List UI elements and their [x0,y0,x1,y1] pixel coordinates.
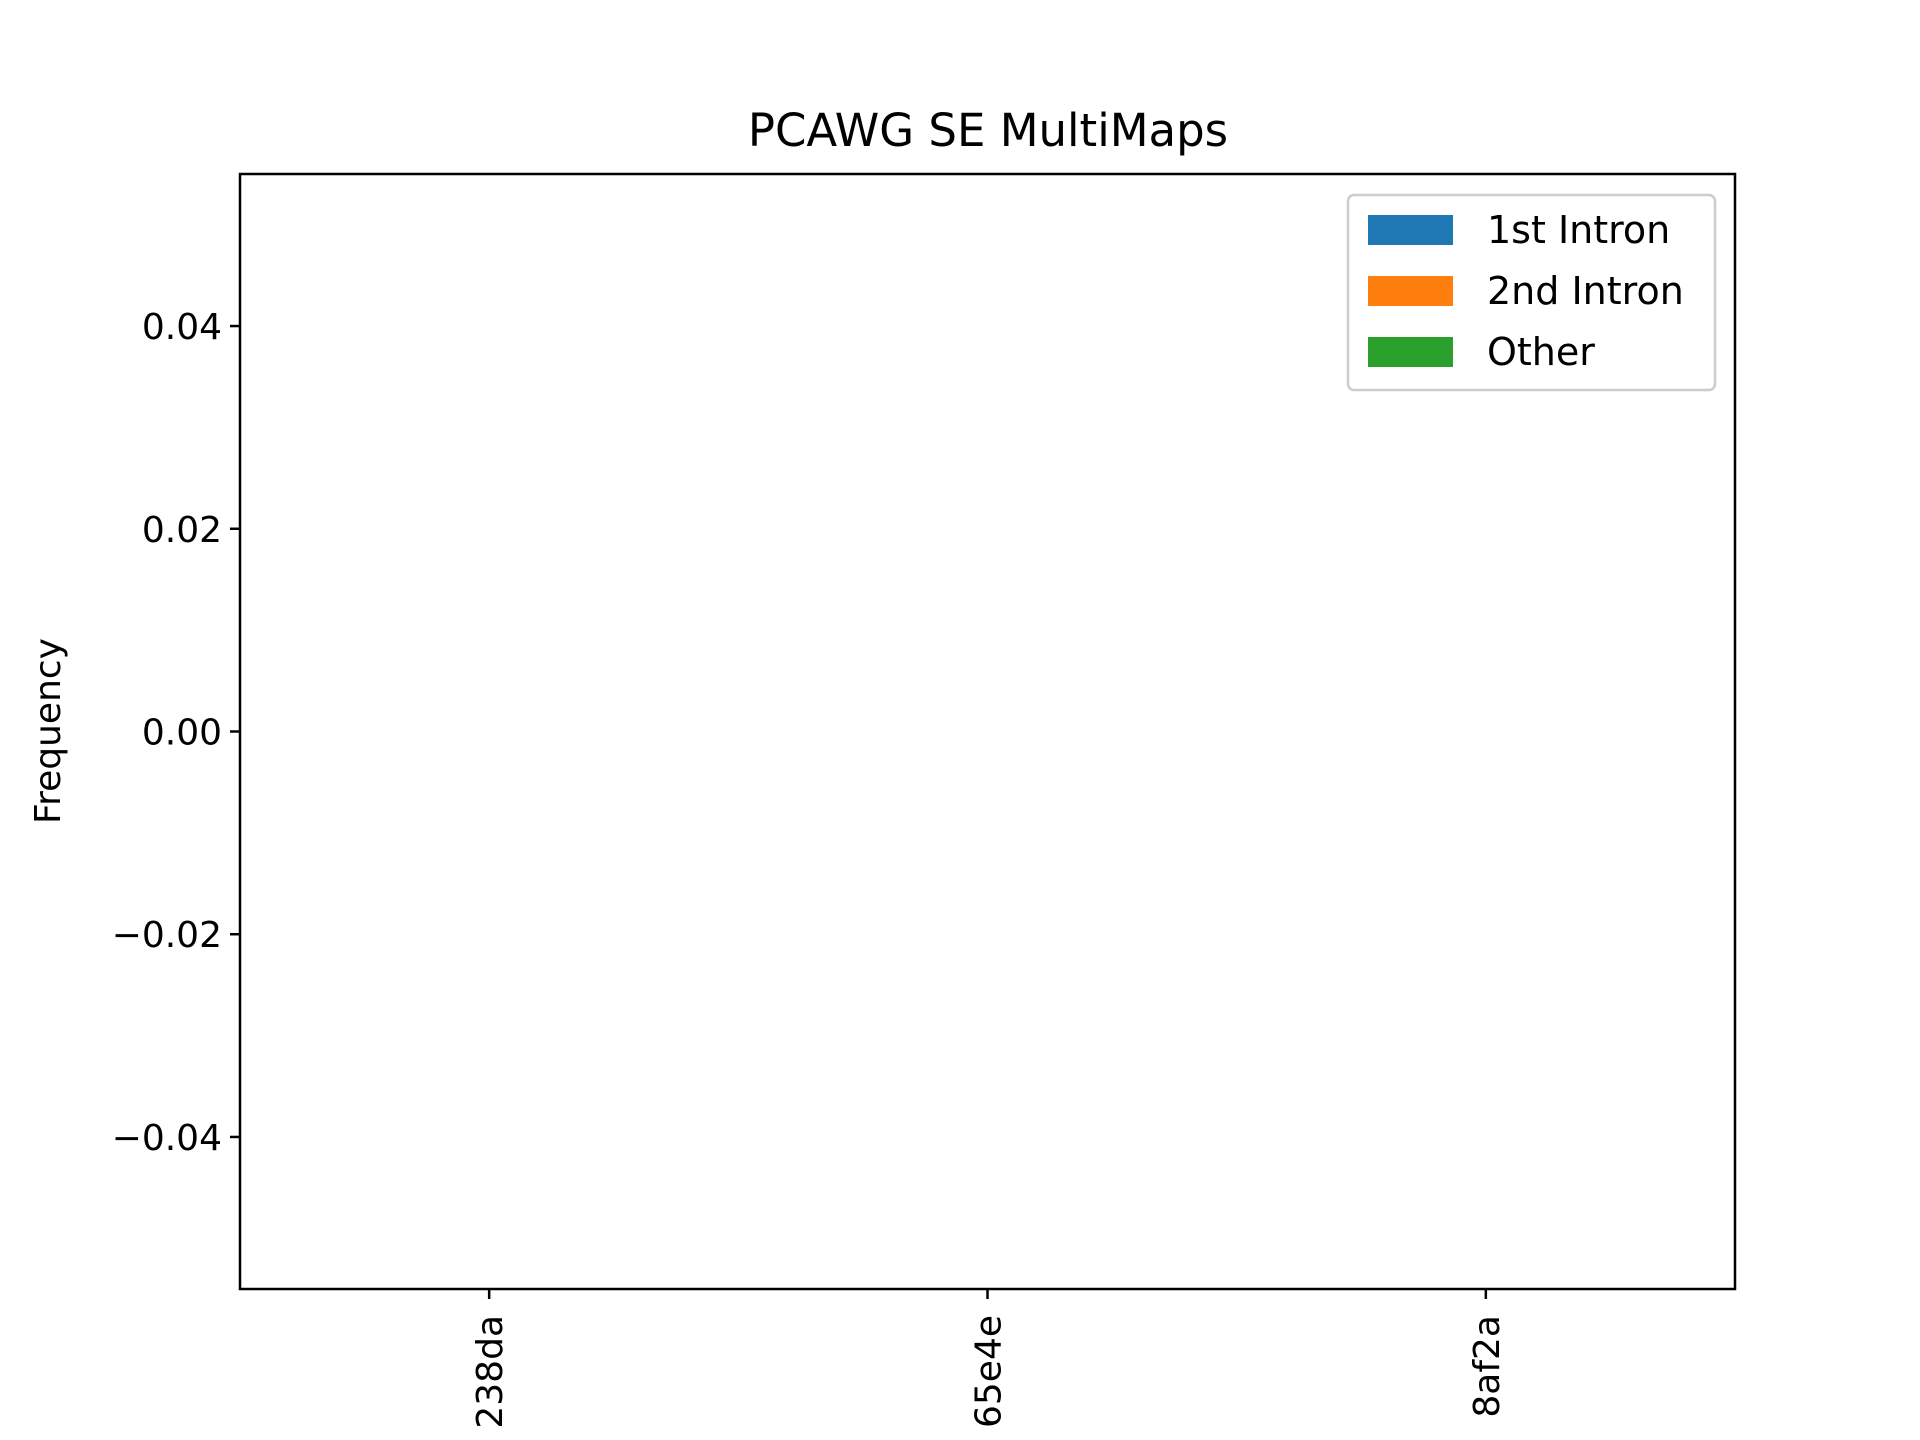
y-axis-ticks: 0.04 0.02 0.00 −0.02 −0.04 [112,307,240,1159]
x-tick-label: 65e4e [969,1315,1010,1428]
x-axis-ticks: 238da 65e4e 8af2a [470,1289,1508,1429]
y-axis-label: Frequency [28,638,69,824]
plot-area [238,172,1737,1291]
x-tick-label: 8af2a [1467,1315,1508,1418]
x-tick-label: 238da [470,1315,511,1429]
legend-label: 2nd Intron [1487,269,1684,313]
y-tick-label: −0.04 [112,1118,222,1159]
legend-label: Other [1487,330,1595,374]
legend-swatch [1368,215,1453,245]
legend-swatch [1368,276,1453,306]
chart-title: PCAWG SE MultiMaps [748,104,1228,157]
legend-swatch [1368,337,1453,367]
y-tick-label: 0.00 [142,713,222,754]
y-tick-label: 0.02 [142,510,222,551]
y-tick-label: 0.04 [142,307,222,348]
legend: 1st Intron 2nd Intron Other [1346,193,1717,392]
y-tick-label: −0.02 [112,915,222,956]
legend-label: 1st Intron [1487,208,1670,252]
